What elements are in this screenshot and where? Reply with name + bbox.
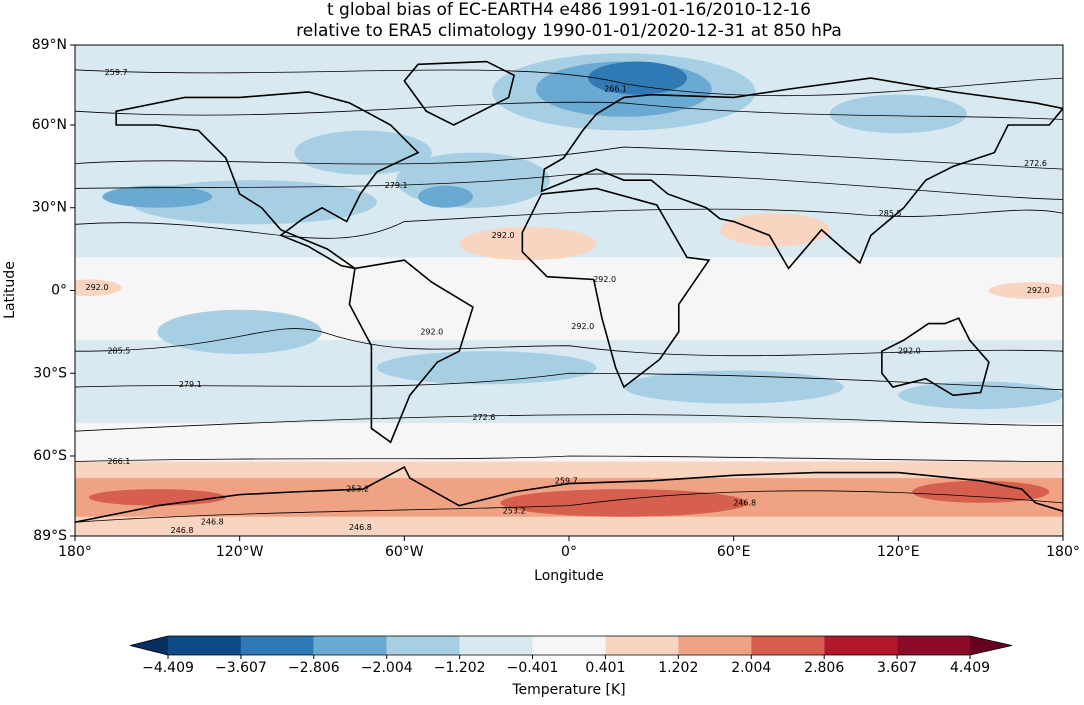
colorbar-tick-label: −1.202 <box>434 660 486 676</box>
contour-label: 246.8 <box>171 526 194 535</box>
colorbar-tick-label: 0.401 <box>585 660 625 676</box>
y-tick-label: 60°S <box>33 448 67 464</box>
colorbar-segment <box>678 636 752 655</box>
x-tick-label: 60°E <box>717 544 751 560</box>
x-tick-label: 0° <box>561 544 577 560</box>
contour-label: 272.6 <box>1024 159 1047 168</box>
y-tick-label: 60°N <box>32 117 67 133</box>
colorbar-tick-label: 3.607 <box>877 660 917 676</box>
contour-label: 246.8 <box>201 518 224 527</box>
contour-label: 285.5 <box>107 347 130 356</box>
colorbar-tick-label: 2.004 <box>731 660 771 676</box>
colorbar-segment <box>824 636 898 655</box>
colorbar-tick-label: −4.409 <box>142 660 194 676</box>
contour-label: 253.2 <box>503 507 526 516</box>
contour-label: 292.0 <box>898 347 921 356</box>
contour-label: 292.0 <box>593 275 616 284</box>
colorbar-segment <box>751 636 825 655</box>
colorbar-label: Temperature [K] <box>511 682 625 698</box>
x-tick-label: 180° <box>58 544 92 560</box>
colorbar-tick-label: −0.401 <box>507 660 559 676</box>
x-tick-label: 120°E <box>877 544 920 560</box>
contour-label: 259.7 <box>555 476 578 485</box>
colorbar-tick-label: 2.806 <box>804 660 844 676</box>
x-tick-label: 120°W <box>216 544 264 560</box>
colorbar-segment <box>386 636 460 655</box>
colorbar-tick-label: −2.806 <box>288 660 340 676</box>
colorbar-segment <box>240 636 314 655</box>
contour-label: 259.7 <box>105 68 128 77</box>
contour-label: 292.0 <box>420 327 443 336</box>
title-line: relative to ERA5 climatology 1990-01-01/… <box>296 21 842 41</box>
contour-label: 246.8 <box>349 523 372 532</box>
y-tick-label: 89°N <box>32 37 67 53</box>
colorbar-segment <box>532 636 606 655</box>
title-line: t global bias of EC-EARTH4 e486 1991-01-… <box>327 0 811 20</box>
colorbar-segment <box>313 636 387 655</box>
y-tick-label: 30°N <box>32 200 67 216</box>
contour-label: 246.8 <box>733 498 756 507</box>
contour-label: 292.0 <box>86 283 109 292</box>
contour-label: 279.1 <box>179 380 202 389</box>
contour-label: 279.1 <box>385 181 408 190</box>
colorbar-segment <box>605 636 679 655</box>
contour-label: 266.1 <box>604 85 627 94</box>
y-tick-label: 0° <box>51 283 67 299</box>
contour-label: 266.1 <box>107 457 130 466</box>
colorbar-tick-label: −3.607 <box>215 660 267 676</box>
x-axis-label: Longitude <box>534 568 604 584</box>
colorbar-segment <box>168 636 241 655</box>
colorbar-tick-label: 4.409 <box>950 660 990 676</box>
map-field: 259.7 266.1 272.6 279.1 285.5 292.0 292.0 292.0… <box>75 45 1063 536</box>
colorbar-under <box>130 636 168 655</box>
contour-label: 253.2 <box>346 485 369 494</box>
x-tick-label: 180° <box>1046 544 1080 560</box>
colorbar-segment <box>897 636 970 655</box>
y-axis-label: Latitude <box>2 261 18 319</box>
colorbar-tick-label: −2.004 <box>361 660 413 676</box>
contour-label: 285.5 <box>879 209 902 218</box>
contour-label: 292.0 <box>571 322 594 331</box>
x-tick-label: 60°W <box>385 544 424 560</box>
contour-label: 272.6 <box>472 413 495 422</box>
contour-label: 292.0 <box>492 231 515 240</box>
colorbar-over <box>970 636 1012 655</box>
contour-label: 292.0 <box>1027 286 1050 295</box>
colorbar-tick-label: 1.202 <box>658 660 698 676</box>
y-tick-label: 89°S <box>33 528 67 544</box>
colorbar-segment <box>459 636 533 655</box>
y-tick-label: 30°S <box>33 365 67 381</box>
